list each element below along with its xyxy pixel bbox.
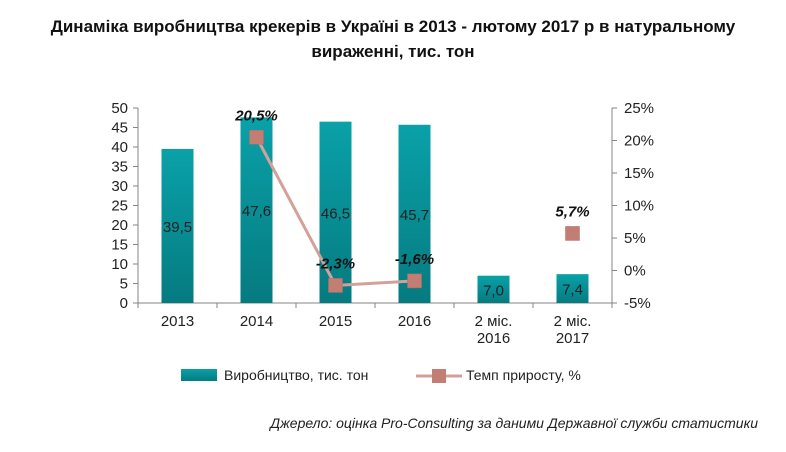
chart-title-line-1: Динаміка виробництва крекерів в Україні …: [50, 17, 736, 36]
right-tick-label: 0%: [624, 263, 646, 280]
right-tick-label: 25%: [624, 100, 654, 117]
growth-marker: [328, 278, 343, 293]
left-tick-label: 10: [111, 256, 128, 273]
legend-bar-swatch: [181, 369, 217, 381]
chart-title: Динаміка виробництва крекерів в Україні …: [0, 14, 786, 64]
bar-value-label: 39,5: [163, 219, 192, 236]
growth-value-label: -2,3%: [316, 255, 355, 272]
x-tick-label: 2 міс.: [475, 313, 513, 330]
left-tick-label: 30: [111, 178, 128, 195]
left-tick-label: 40: [111, 139, 128, 156]
x-tick-label: 2 міс.: [554, 313, 592, 330]
left-tick-label: 15: [111, 237, 128, 254]
chart-title-line-2: вираженні, тис. тон: [311, 42, 475, 61]
x-tick-label: 2014: [240, 313, 273, 330]
growth-marker: [407, 273, 422, 289]
bar-value-label: 7,4: [562, 282, 583, 299]
legend-bar-label: Виробництво, тис. тон: [224, 367, 368, 383]
right-tick-label: 15%: [624, 165, 654, 182]
legend-line-marker: [432, 369, 446, 383]
growth-marker: [565, 226, 580, 241]
source-note: Джерело: оцінка Pro-Consulting за даними…: [270, 415, 758, 431]
bar-value-label: 47,6: [242, 203, 271, 220]
right-tick-label: 5%: [624, 230, 646, 247]
right-tick-label: -5%: [624, 295, 651, 312]
x-tick-label: 2017: [556, 330, 589, 347]
growth-value-label: -1,6%: [395, 251, 434, 268]
left-tick-label: 0: [120, 295, 128, 312]
growth-value-label: 20,5%: [234, 107, 278, 124]
right-tick-label: 20%: [624, 133, 654, 150]
bar: [398, 124, 431, 304]
left-tick-label: 20: [111, 217, 128, 234]
bar-value-label: 45,7: [400, 207, 429, 224]
left-tick-label: 5: [120, 276, 128, 293]
x-tick-label: 2013: [161, 313, 194, 330]
bar: [477, 275, 510, 303]
left-tick-label: 50: [111, 100, 128, 117]
left-tick-label: 25: [111, 198, 128, 215]
growth-value-label: 5,7%: [555, 203, 589, 220]
bar: [556, 274, 589, 303]
x-tick-label: 2016: [398, 313, 431, 330]
growth-marker: [249, 130, 264, 145]
bar: [161, 148, 194, 303]
bar-value-label: 46,5: [321, 205, 350, 222]
left-tick-label: 45: [111, 120, 128, 137]
right-tick-label: 10%: [624, 198, 654, 215]
x-tick-label: 2015: [319, 313, 352, 330]
bar-value-label: 7,0: [483, 282, 504, 299]
left-tick-label: 35: [111, 159, 128, 176]
x-tick-label: 2016: [477, 330, 510, 347]
bar: [319, 121, 352, 304]
bar: [240, 117, 273, 303]
legend-line-label: Темп приросту, %: [466, 367, 581, 383]
